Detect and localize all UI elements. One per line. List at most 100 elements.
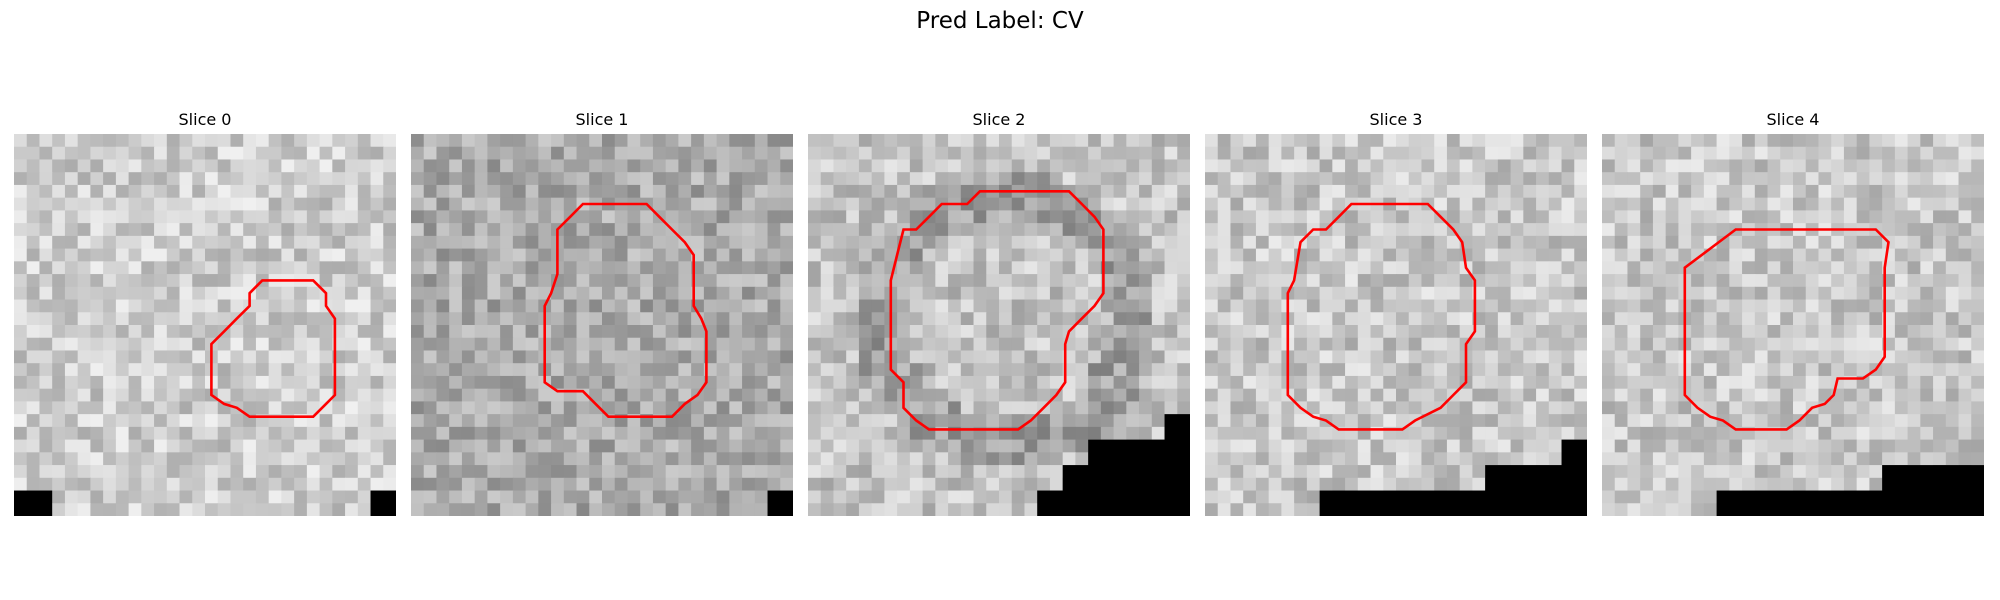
- pixel: [487, 172, 501, 186]
- pixel: [436, 388, 450, 402]
- pixel: [754, 134, 769, 148]
- pixel: [370, 477, 384, 492]
- pixel: [703, 452, 718, 466]
- pixel: [1843, 159, 1858, 173]
- pixel: [1230, 184, 1244, 199]
- pixel: [1434, 325, 1448, 339]
- pixel: [383, 261, 396, 275]
- pixel: [1614, 350, 1629, 364]
- pixel: [1485, 261, 1499, 275]
- pixel: [525, 325, 539, 339]
- pixel: [64, 146, 79, 161]
- pixel: [551, 286, 565, 301]
- pixel: [487, 184, 501, 199]
- pixel: [512, 210, 527, 224]
- pixel: [1177, 197, 1190, 211]
- pixel: [846, 210, 860, 224]
- pixel: [614, 363, 629, 377]
- pixel: [1703, 503, 1718, 516]
- pixel: [1281, 439, 1295, 453]
- pixel: [1126, 184, 1140, 199]
- pixel: [1536, 388, 1550, 402]
- pixel: [1062, 439, 1076, 453]
- pixel: [1510, 159, 1524, 173]
- pixel: [1627, 465, 1641, 479]
- pixel: [525, 248, 539, 262]
- pixel: [1831, 426, 1845, 441]
- pixel: [1049, 414, 1064, 428]
- pixel: [1536, 146, 1550, 161]
- pixel: [1281, 401, 1295, 415]
- pixel: [1459, 477, 1473, 492]
- pixel: [1088, 325, 1102, 339]
- pixel: [1113, 388, 1127, 402]
- pixel: [1856, 401, 1870, 415]
- pixel: [999, 388, 1013, 402]
- pixel: [678, 465, 692, 479]
- pixel: [1882, 452, 1896, 466]
- pixel: [1767, 452, 1781, 466]
- pixel: [26, 350, 41, 364]
- pixel: [1243, 388, 1257, 402]
- pixel: [512, 248, 527, 262]
- pixel: [1370, 388, 1384, 402]
- pixel: [1294, 248, 1308, 262]
- pixel: [1614, 414, 1629, 428]
- pixel: [1602, 325, 1616, 339]
- pixel: [345, 274, 359, 288]
- pixel: [1869, 452, 1883, 466]
- pixel: [1396, 477, 1410, 492]
- pixel: [1574, 286, 1587, 301]
- pixel: [1703, 197, 1718, 211]
- pixel: [1971, 184, 1984, 199]
- pixel: [922, 350, 936, 364]
- pixel: [589, 503, 603, 516]
- pixel: [754, 490, 769, 504]
- pixel: [1306, 350, 1321, 364]
- pixel: [179, 248, 193, 262]
- pixel: [525, 426, 539, 441]
- pixel: [357, 134, 372, 148]
- pixel: [345, 172, 359, 186]
- pixel: [846, 299, 860, 313]
- pixel: [627, 465, 641, 479]
- pixel: [1920, 286, 1934, 301]
- pixel: [77, 223, 91, 237]
- pixel: [602, 312, 616, 326]
- pixel: [665, 363, 679, 377]
- pixel: [1268, 325, 1282, 339]
- pixel: [780, 325, 793, 339]
- pixel: [1729, 350, 1743, 364]
- pixel: [589, 490, 603, 504]
- pixel: [461, 274, 476, 288]
- pixel: [1472, 350, 1486, 364]
- pixel: [1640, 197, 1654, 211]
- pixel: [255, 210, 270, 224]
- pixel: [1536, 172, 1550, 186]
- pixel: [1729, 210, 1743, 224]
- pixel: [115, 312, 130, 326]
- pixel: [192, 325, 206, 339]
- pixel: [449, 503, 463, 516]
- pixel: [1345, 159, 1359, 173]
- pixel: [820, 337, 835, 352]
- pixel: [665, 286, 679, 301]
- pixel: [1652, 401, 1667, 415]
- pixel: [1024, 337, 1038, 352]
- pixel: [808, 337, 822, 352]
- pixel: [1446, 465, 1461, 479]
- pixel: [474, 337, 488, 352]
- pixel: [1754, 261, 1769, 275]
- pixel: [1958, 184, 1972, 199]
- pixel: [474, 286, 488, 301]
- pixel: [268, 503, 282, 516]
- pixel: [1523, 426, 1537, 441]
- pixel: [512, 477, 527, 492]
- pixel: [1691, 375, 1705, 390]
- pixel: [846, 248, 860, 262]
- pixel: [357, 197, 372, 211]
- pixel: [1691, 274, 1705, 288]
- pixel: [1627, 146, 1641, 161]
- pixel: [1907, 172, 1921, 186]
- pixel: [897, 197, 911, 211]
